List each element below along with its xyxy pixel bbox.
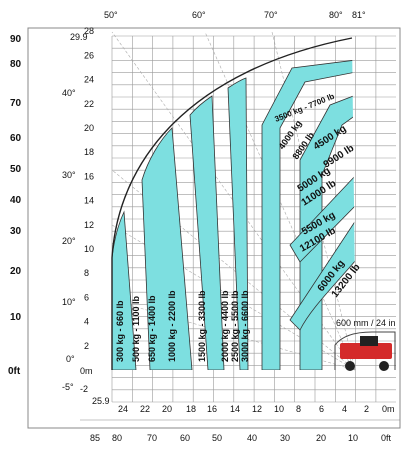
height-ft-axis: 90 80 70 60 50 40 30 20 10 0ft xyxy=(8,34,22,377)
ft-tick: 80 xyxy=(10,59,22,70)
zone-label-3000: 3000 kg - 6600 lb xyxy=(240,290,250,362)
reach-m-tick: 10 xyxy=(274,404,284,414)
zone-3500kg xyxy=(261,59,356,370)
height-m-tick: 12 xyxy=(84,220,94,230)
reach-m-tick: 24 xyxy=(118,404,128,414)
angle-30: 30° xyxy=(62,170,76,180)
height-m-tick: 2 xyxy=(84,341,89,351)
height-m-zero: 0m xyxy=(80,366,93,376)
zone-1500kg xyxy=(189,95,225,370)
zone-label-500: 500 kg - 1100 lb xyxy=(131,295,141,362)
zone-label-1500: 1500 kg - 3300 lb xyxy=(197,290,207,362)
height-m-tick: 16 xyxy=(84,171,94,181)
reach-ft-tick: 50 xyxy=(212,433,222,443)
height-m-tick: 24 xyxy=(84,75,94,85)
zone-2500kg xyxy=(227,77,249,370)
reach-ft-tick: 85 xyxy=(90,433,100,443)
angle-40: 40° xyxy=(62,88,76,98)
load-zones xyxy=(112,59,356,370)
height-m-tick: 10 xyxy=(84,244,94,254)
ft-tick: 50 xyxy=(10,164,22,175)
zone-label-300: 300 kg - 660 lb xyxy=(115,300,125,362)
reach-ft-tick: 30 xyxy=(280,433,290,443)
reach-m-tick: 22 xyxy=(140,404,150,414)
height-m-top: 29.9 xyxy=(70,32,88,42)
angle-80: 80° xyxy=(329,10,343,20)
ft-tick: 0ft xyxy=(8,366,21,377)
reach-ft-axis: 85 80 70 60 50 40 30 20 10 0ft xyxy=(90,433,392,443)
height-m-tick: 18 xyxy=(84,147,94,157)
telehandler-icon xyxy=(334,331,396,371)
reach-m-tick: 14 xyxy=(230,404,240,414)
top-angle-labels: 50° 60° 70° 80° 81° xyxy=(104,10,366,20)
height-m-tick: 28 xyxy=(84,26,94,36)
zone-label-1000: 1000 kg - 2200 lb xyxy=(167,290,177,362)
height-m-tick: 4 xyxy=(84,317,89,327)
reach-m-tick: 12 xyxy=(252,404,262,414)
reach-m-tick: 6 xyxy=(319,404,324,414)
zone-label-2500: 2500 kg - 5500 lb xyxy=(230,290,240,362)
reach-ft-tick: 20 xyxy=(316,433,326,443)
ft-tick: 20 xyxy=(10,266,22,277)
reach-ft-tick: 60 xyxy=(180,433,190,443)
height-m-tick: 26 xyxy=(84,50,94,60)
ft-tick: 90 xyxy=(10,34,22,45)
ft-tick: 30 xyxy=(10,226,22,237)
zone-5500kg xyxy=(289,173,356,263)
reach-m-tick: 20 xyxy=(162,404,172,414)
left-angle-labels: 40° 30° 20° 10° 0° -5° xyxy=(62,88,76,392)
height-m-tick: 22 xyxy=(84,99,94,109)
reach-m-tick: 18 xyxy=(186,404,196,414)
angle-60: 60° xyxy=(192,10,206,20)
zone-label-2000: 2000 kg - 4400 lb xyxy=(220,290,230,362)
reach-m-tick: 2 xyxy=(364,404,369,414)
height-m-tick: 20 xyxy=(84,123,94,133)
ft-tick: 10 xyxy=(10,312,22,323)
angle-81: 81° xyxy=(352,10,366,20)
reach-m-tick: 16 xyxy=(207,404,217,414)
height-m-tick: 14 xyxy=(84,196,94,206)
reach-ft-tick: 80 xyxy=(112,433,122,443)
ft-tick: 40 xyxy=(10,195,22,206)
angle-0: 0° xyxy=(66,354,75,364)
reach-envelope xyxy=(111,37,353,370)
reach-m-axis: 25.9 24 22 20 18 16 14 12 10 8 6 4 2 0m xyxy=(92,396,395,414)
height-m-tick: 6 xyxy=(84,292,89,302)
reach-ft-tick: 40 xyxy=(247,433,257,443)
height-m-below: -2 xyxy=(80,384,88,394)
height-m-tick: 8 xyxy=(84,268,89,278)
ft-tick: 60 xyxy=(10,133,22,144)
angle-20: 20° xyxy=(62,236,76,246)
reach-m-tick: 8 xyxy=(296,404,301,414)
reach-m-tick: 0m xyxy=(382,404,395,414)
reach-ft-tick: 10 xyxy=(348,433,358,443)
ft-tick: 70 xyxy=(10,98,22,109)
reach-ft-tick: 0ft xyxy=(381,433,392,443)
zone-650kg xyxy=(141,127,193,370)
dimension-note: 600 mm / 24 in xyxy=(336,318,396,328)
angle-50: 50° xyxy=(104,10,118,20)
angle-minus5: -5° xyxy=(62,382,74,392)
reach-m-tick: 25.9 xyxy=(92,396,110,406)
zone-label-650: 650 kg - 1400 lb xyxy=(147,295,157,362)
angle-10: 10° xyxy=(62,297,76,307)
reach-ft-tick: 70 xyxy=(147,433,157,443)
reach-m-tick: 4 xyxy=(342,404,347,414)
chart-frame xyxy=(27,27,401,429)
angle-70: 70° xyxy=(264,10,278,20)
